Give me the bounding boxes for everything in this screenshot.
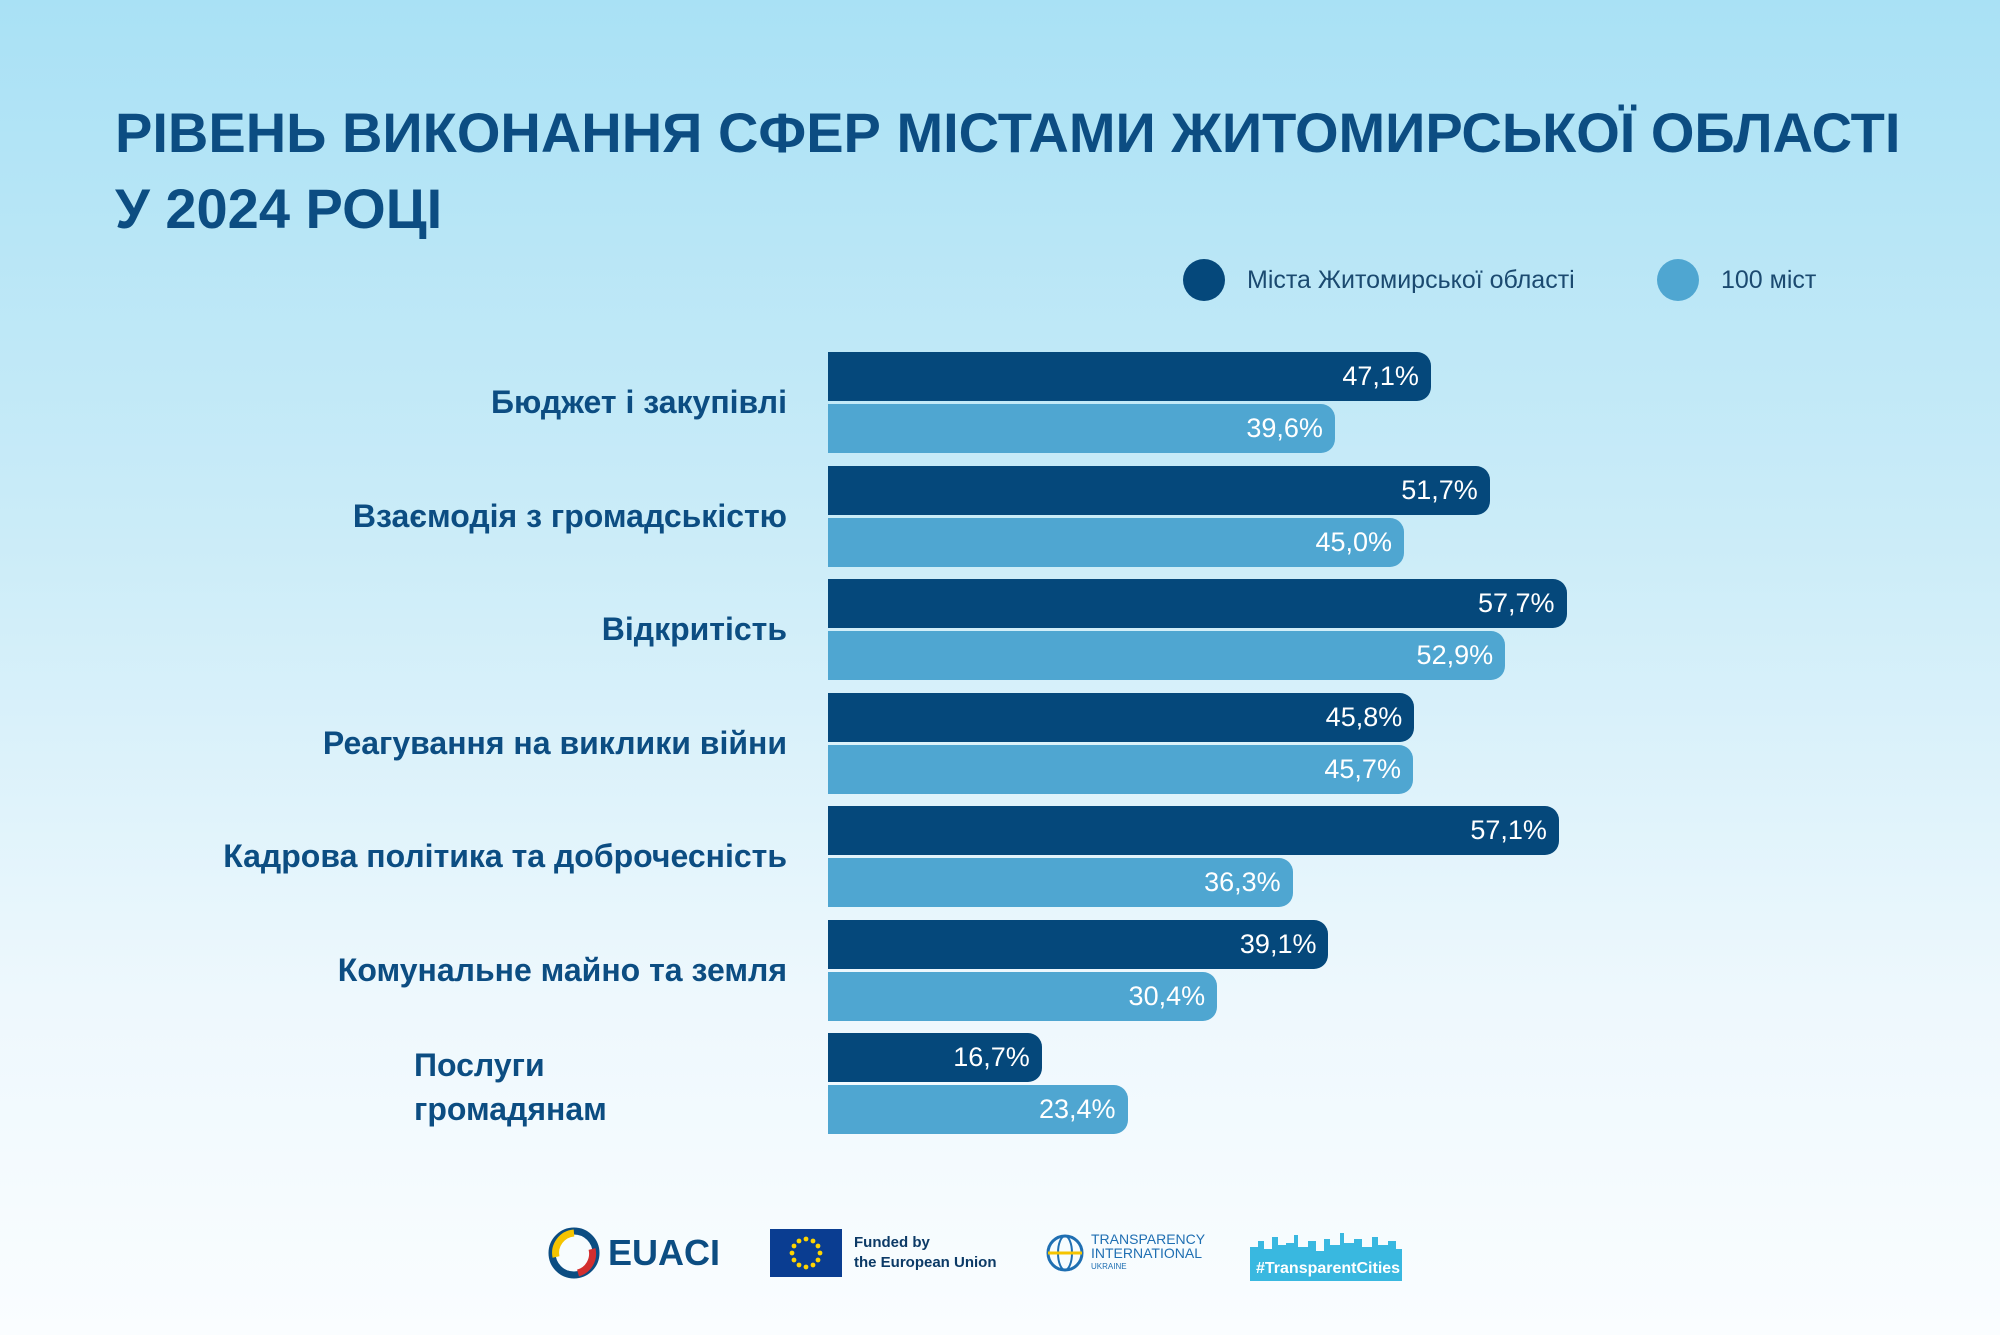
data-label: 45,7% — [1324, 753, 1401, 784]
eu-funded-logo: Funded by the European Union — [770, 1225, 997, 1281]
data-label: 23,4% — [1038, 1094, 1116, 1124]
data-label: 39,1% — [1239, 928, 1317, 959]
data-label: 45,8% — [1325, 701, 1403, 732]
data-label: 30,4% — [1128, 980, 1206, 1011]
category-label: Кадрова політика та доброчесність — [223, 838, 787, 874]
bar-100-cities: 39,6% — [828, 404, 1335, 453]
legend-swatch-zhytomyr — [1183, 259, 1225, 301]
tc-label: #TransparentCities — [1250, 1257, 1402, 1281]
eu-funded-line-1: Funded by — [854, 1234, 930, 1251]
data-label: 36,3% — [1204, 867, 1281, 897]
legend-swatch-100-cities — [1657, 259, 1699, 301]
bar-zhytomyr: 47,1% — [828, 352, 1431, 401]
data-label: 39,6% — [1246, 413, 1323, 443]
data-label: 57,7% — [1477, 588, 1555, 618]
category-label: Послуги громадянам — [414, 1047, 607, 1127]
eu-flag-icon — [770, 1229, 842, 1277]
ti-line-3: UKRAINE — [1091, 1262, 1127, 1271]
footer-logos: EUACI Funded by the European Union TRANS… — [0, 1225, 2000, 1285]
bar-zhytomyr: 16,7% — [828, 1033, 1042, 1082]
city-skyline-icon — [1250, 1233, 1402, 1257]
data-label: 57,1% — [1470, 815, 1547, 845]
bar-100-cities: 52,9% — [828, 631, 1506, 680]
euaci-logo: EUACI — [548, 1225, 720, 1281]
ti-ukraine-logo: TRANSPARENCY INTERNATIONAL UKRAINE — [1045, 1225, 1205, 1281]
bar-zhytomyr: 51,7% — [828, 465, 1490, 515]
euaci-logo-text: EUACI — [608, 1232, 721, 1273]
bar-zhytomyr: 57,7% — [828, 579, 1567, 628]
ti-line-1: TRANSPARENCY — [1091, 1231, 1206, 1247]
legend-item-zhytomyr: Міста Житомирської області — [1183, 255, 1575, 305]
legend-label-zhytomyr: Міста Житомирської області — [1247, 265, 1575, 294]
chart-title-line-1: РІВЕНЬ ВИКОНАННЯ СФЕР МІСТАМИ ЖИТОМИРСЬК… — [115, 101, 1901, 164]
bar-100-cities: 30,4% — [828, 971, 1218, 1021]
ti-line-2: INTERNATIONAL — [1091, 1245, 1202, 1261]
bar-zhytomyr: 45,8% — [828, 692, 1415, 742]
transparent-cities-logo: #TransparentCities — [1250, 1225, 1402, 1281]
data-label: 47,1% — [1342, 361, 1419, 391]
bar-100-cities: 36,3% — [828, 858, 1293, 907]
euaci-emblem-icon — [548, 1227, 600, 1279]
data-label: 51,7% — [1401, 474, 1478, 505]
category-label: Взаємодія з громадськістю — [352, 497, 787, 534]
bar-zhytomyr: 57,1% — [828, 806, 1559, 855]
category-label: Комунальне майно та земля — [337, 951, 787, 988]
bar-zhytomyr: 39,1% — [828, 919, 1329, 969]
eu-funded-text: Funded by the European Union — [854, 1233, 997, 1273]
data-label: 45,0% — [1315, 526, 1392, 557]
category-label: Відкритість — [601, 611, 787, 647]
ti-globe-icon — [1046, 1234, 1084, 1272]
legend-label-100-cities: 100 міст — [1721, 265, 1817, 294]
data-label: 52,9% — [1416, 640, 1494, 670]
chart-title: РІВЕНЬ ВИКОНАННЯ СФЕР МІСТАМИ ЖИТОМИРСЬК… — [115, 95, 1900, 247]
legend-item-100-cities: 100 міст — [1657, 255, 1816, 305]
ti-text: TRANSPARENCY INTERNATIONAL UKRAINE — [1091, 1232, 1205, 1274]
category-label: Бюджет і закупівлі — [491, 384, 787, 420]
bar-100-cities: 23,4% — [828, 1085, 1128, 1134]
eu-funded-line-2: the European Union — [854, 1254, 997, 1271]
category-label: Реагування на виклики війни — [322, 724, 787, 761]
bar-100-cities: 45,0% — [828, 517, 1404, 567]
data-label: 16,7% — [953, 1042, 1030, 1072]
chart-title-line-2: У 2024 РОЦІ — [115, 177, 443, 240]
bar-100-cities: 45,7% — [828, 744, 1413, 794]
